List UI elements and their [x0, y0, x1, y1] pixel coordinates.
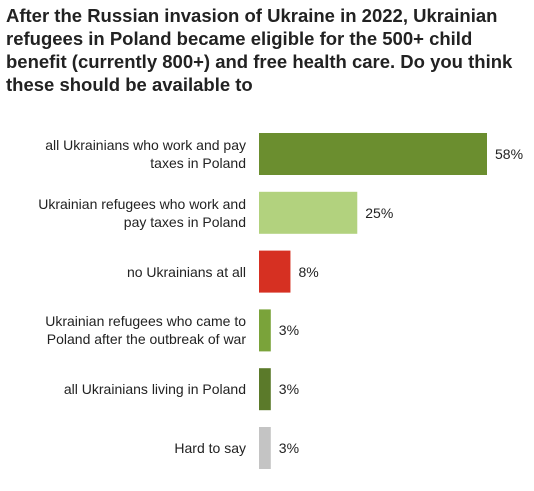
value-label-4: 3%: [278, 381, 300, 398]
category-label-4-line-0: all Ukrainians living in Poland: [63, 381, 246, 398]
value-label-2: 8%: [298, 263, 319, 280]
chart-title-line-4: these should be available to: [6, 74, 253, 95]
category-label-1-line-0: Ukrainian refugees who work and: [38, 195, 246, 212]
value-label-5: 3%: [278, 440, 300, 456]
chart-title-line-3: benefit (currently 800+) and free health…: [6, 51, 513, 72]
category-label-3-line-1: Poland after the outbreak of war: [46, 331, 246, 348]
chart-title-line-1: After the Russian invasion of Ukraine in…: [6, 5, 498, 26]
category-label-0-line-1: taxes in Poland: [150, 155, 246, 171]
category-label-0: all Ukrainians who work and pay taxes in …: [0, 136, 246, 172]
bar-0: [259, 133, 487, 175]
category-label-5: Hard to say: [0, 439, 246, 457]
bar-3: [259, 309, 271, 352]
bar-2: [259, 250, 291, 293]
bar-1: [259, 191, 358, 234]
chart-title: After the Russian invasion of Ukraine in…: [6, 4, 528, 96]
bar-4: [259, 368, 271, 411]
category-label-3-line-0: Ukrainian refugees who came to: [45, 313, 246, 330]
value-label-3: 3%: [278, 322, 300, 339]
category-label-5-line-0: Hard to say: [174, 440, 246, 456]
category-label-4: all Ukrainians living in Poland: [0, 380, 246, 398]
value-label-1: 25%: [365, 204, 394, 221]
category-label-2: no Ukrainians at all: [0, 263, 246, 281]
category-label-1: Ukrainian refugees who work and pay taxes…: [0, 195, 246, 231]
bar-5: [259, 427, 271, 469]
category-label-0-line-0: all Ukrainians who work and pay: [45, 137, 246, 153]
value-label-0: 58%: [495, 146, 524, 162]
category-label-1-line-1: pay taxes in Poland: [123, 213, 246, 230]
category-label-3: Ukrainian refugees who came to Poland aft…: [0, 312, 246, 348]
category-label-2-line-0: no Ukrainians at all: [126, 263, 246, 280]
chart-title-line-2: refugees in Poland became eligible for t…: [6, 28, 473, 49]
